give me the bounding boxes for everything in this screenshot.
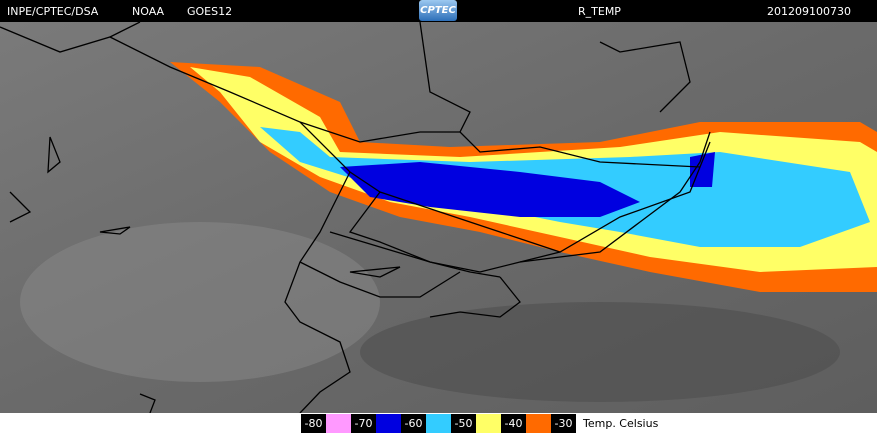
legend-swatch [376,414,401,433]
legend-label: -50 [451,414,476,433]
legend-swatch [426,414,451,433]
satellite: GOES12 [187,5,233,18]
legend-label: -80 [301,414,326,433]
legend-swatch [476,414,501,433]
legend-swatch [526,414,551,433]
cloud-band [170,62,877,292]
legend-label: -60 [401,414,426,433]
borders [0,22,711,413]
legend-label: -30 [551,414,576,433]
ocean [360,302,840,402]
color-legend: -80 -70 -60 -50 -40 -30 [301,414,576,433]
header-bar: INPE/CPTEC/DSA NOAA GOES12 CPTEC R_TEMP … [0,0,877,22]
satellite-map [0,22,877,413]
legend-swatch [326,414,351,433]
legend-unit: Temp. Celsius [583,417,659,430]
product: R_TEMP [578,5,621,18]
timestamp: 201209100730 [767,5,851,18]
logo: CPTEC [419,0,457,21]
source: INPE/CPTEC/DSA [7,5,99,18]
legend-label: -70 [351,414,376,433]
agency: NOAA [132,5,165,18]
haze [20,222,380,382]
legend-label: -40 [501,414,526,433]
